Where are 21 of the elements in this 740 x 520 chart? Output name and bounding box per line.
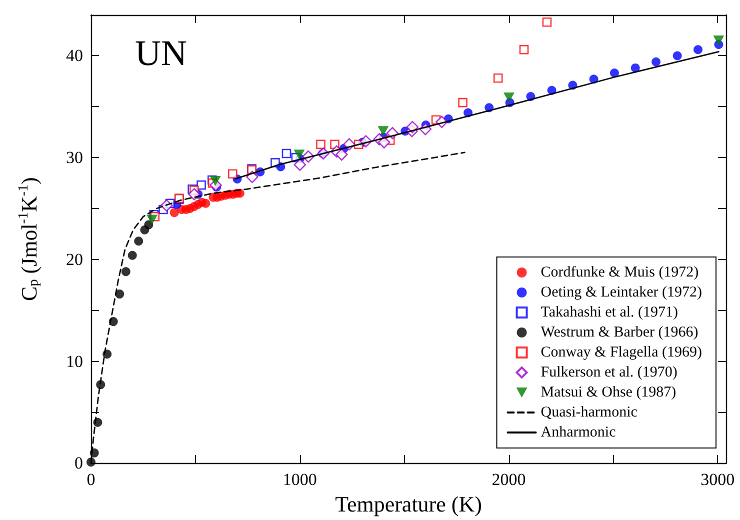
y-tick-label: 0 [74, 454, 83, 473]
y-tick-label: 20 [66, 250, 83, 269]
x-tick-label: 3000 [700, 470, 735, 490]
legend-label: Quasi-harmonic [540, 404, 638, 420]
y-tick-label: 40 [66, 46, 83, 66]
legend-label: Conway & Flagella (1969) [540, 344, 702, 360]
x-axis-title: Temperature (K) [335, 492, 482, 516]
y-tick-label: 30 [66, 148, 83, 168]
legend-label: Anharmonic [540, 424, 616, 440]
legend-label: Oeting & Leintaker (1972) [540, 284, 702, 300]
legend-label: Westrum & Barber (1966) [540, 324, 698, 340]
x-tick-label: 1000 [282, 470, 317, 490]
x-tick-label: 0 [86, 470, 96, 490]
legend-label: Cordfunke & Muis (1972) [540, 264, 699, 280]
legend-label: Takahashi et al. (1971) [540, 304, 678, 320]
legend-label: Matsui & Ohse (1987) [540, 384, 676, 400]
x-tick-label: 2000 [492, 470, 526, 490]
legend-label: Fulkerson et al. (1970) [540, 364, 678, 380]
y-tick-label: 10 [66, 352, 83, 371]
text: UN [135, 33, 187, 73]
y-axis-title: Cp (Jmol-1K-1) [16, 177, 42, 301]
